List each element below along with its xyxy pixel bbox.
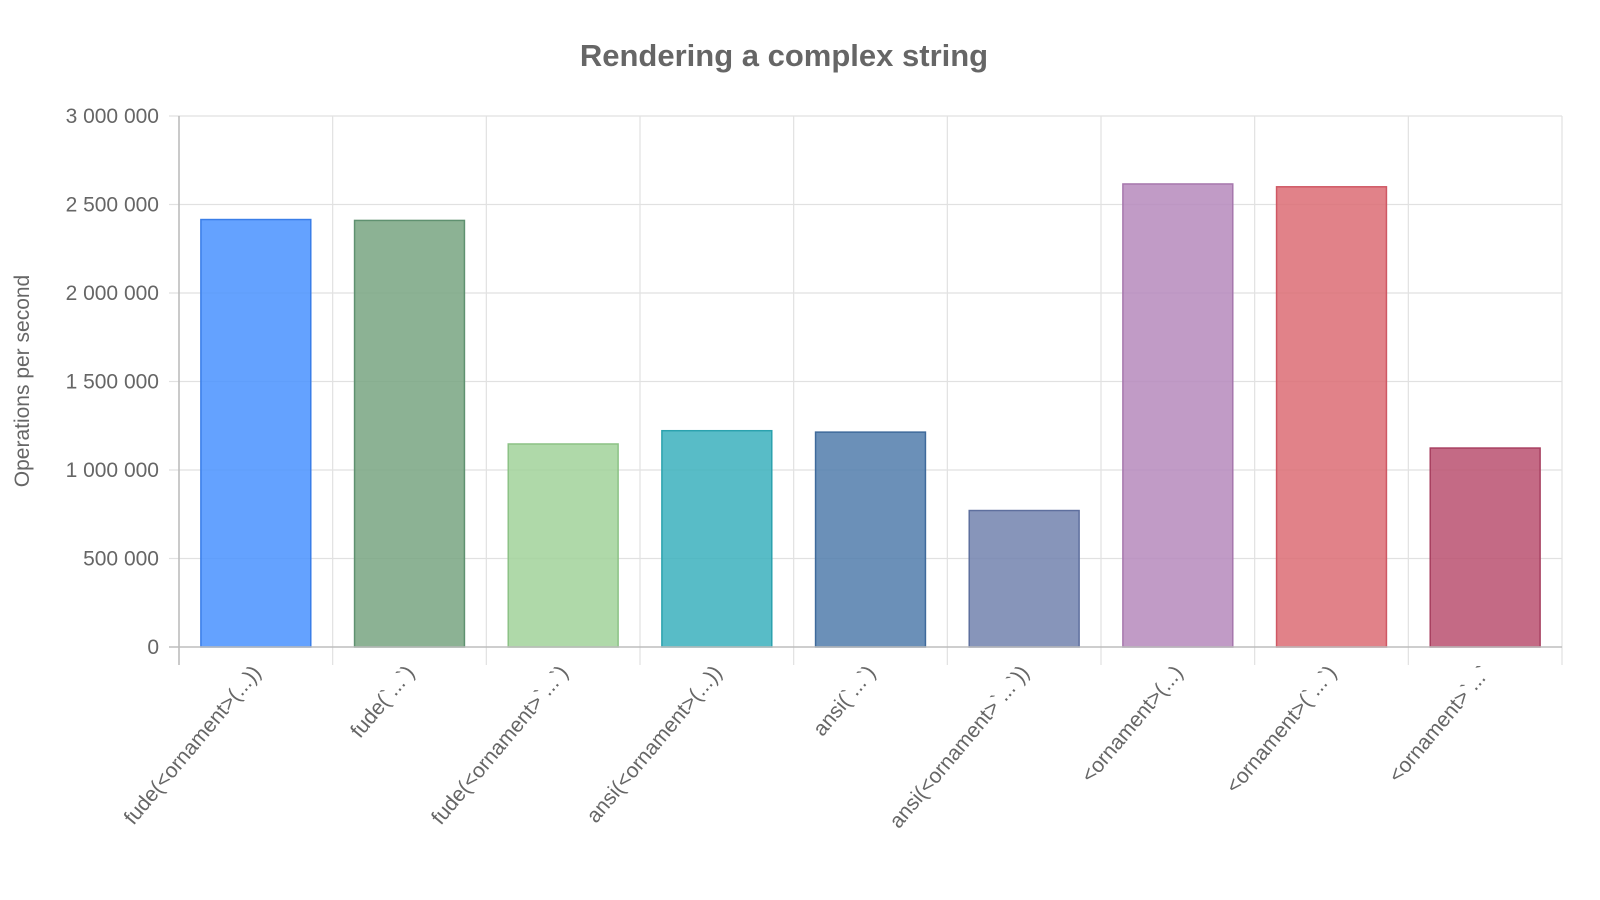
y-tick-label: 0 (147, 636, 159, 659)
x-tick-label: <ornament>`...` (1384, 661, 1495, 787)
x-tick-label: fude(`...`) (346, 661, 419, 742)
x-tick-label: <ornament>(`...`) (1222, 661, 1342, 797)
x-tick-label: ansi(<ornament>(...)) (582, 661, 726, 827)
bar (1122, 183, 1234, 648)
bar (1429, 447, 1541, 648)
axes (169, 116, 1562, 665)
bar (814, 431, 927, 648)
y-tick-label: 2 500 000 (66, 194, 159, 217)
bars (200, 183, 1541, 648)
y-tick-labels: 0 500 000 1 000 000 1 500 000 2 000 000 2 500… (66, 105, 159, 659)
bar (1275, 186, 1388, 648)
x-tick-label: fude(<ornament>`...`) (427, 661, 573, 829)
bar (968, 509, 1080, 648)
y-tick-label: 1 000 000 (66, 459, 159, 482)
y-tick-label: 3 000 000 (66, 105, 159, 128)
chart-title: Rendering a complex string (580, 38, 988, 73)
bar (200, 218, 312, 648)
y-tick-label: 2 000 000 (66, 282, 159, 305)
bar (661, 429, 773, 648)
bar (507, 443, 619, 648)
x-tick-label: fude(<ornament>(...)) (120, 661, 266, 829)
x-tick-label: ansi(`...`) (809, 661, 881, 740)
y-tick-label: 1 500 000 (66, 371, 159, 394)
x-tick-label: <ornament>(...) (1077, 661, 1188, 787)
x-tick-label: ansi(<ornament>`...`)) (885, 661, 1034, 832)
bar (353, 219, 466, 648)
x-tick-labels: fude(<ornament>(...)) fude(`...`) fude(<or… (120, 661, 1495, 832)
y-axis-title: Operations per second (11, 275, 34, 487)
y-tick-label: 500 000 (83, 548, 159, 571)
